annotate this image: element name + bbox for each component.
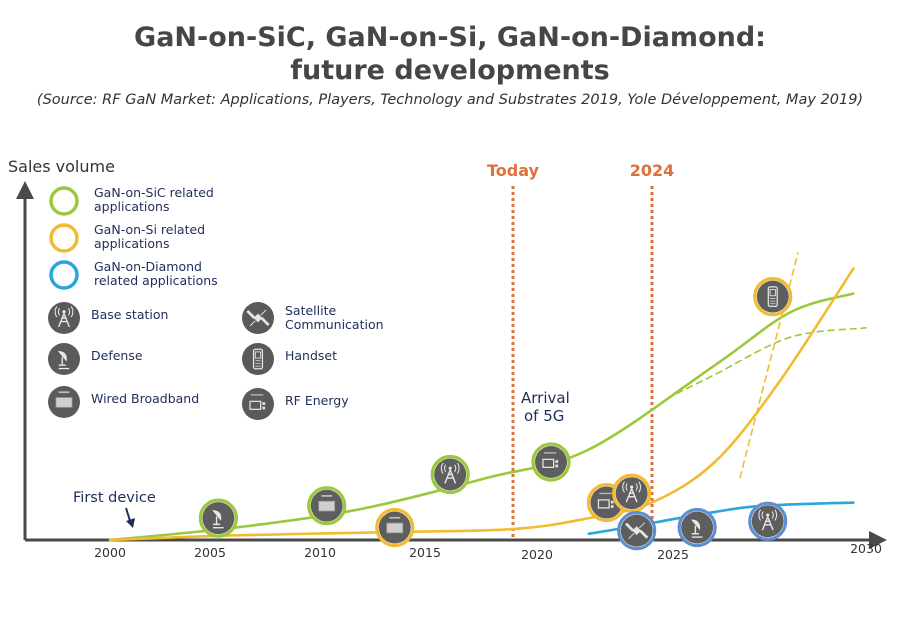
series-line-sic-dashed [676,327,867,395]
point-diamond-satellite [617,511,657,551]
first-device-label: First device [73,490,156,506]
arrival-5g-line1: Arrival [521,389,570,407]
wired-broadband-icon [48,386,80,418]
application-points [198,277,793,551]
x-tick-label: 2025 [657,547,689,562]
x-tick-label: 2030 [850,541,882,556]
series-legend: GaN-on-SiC relatedapplicationsGaN-on-Si … [49,185,218,290]
x-tick-label: 2005 [194,545,226,560]
first-device-arrow-head [126,518,135,528]
rf-energy-icon [242,388,274,420]
page-title-line1: GaN-on-SiC, GaN-on-Si, GaN-on-Diamond: [134,22,766,53]
x-tick-label: 2000 [94,545,126,560]
application-legend-label: Satellite [285,303,337,318]
application-legend-label: Handset [285,348,337,363]
application-legend-label: RF Energy [285,393,349,408]
point-diamond-defense [677,507,717,548]
legend-swatch-diamond [49,260,79,290]
legend-label: applications [94,199,169,214]
point-sic-wired-broadband [307,486,347,526]
x-tick-labels: 2000 2005 2010 2015 2020 2025 2030 [94,541,882,562]
point-si-wired-broadband [375,507,415,548]
legend-label: GaN-on-SiC related [94,185,214,200]
application-legend-label: Communication [285,317,384,332]
series-line-si [108,267,855,542]
x-tick-label: 2020 [521,547,553,562]
y-axis-label: Sales volume [8,157,115,176]
point-sic-base-station [430,454,470,495]
source-caption: (Source: RF GaN Market: Applications, Pl… [36,92,864,108]
x-tick-label: 2015 [409,545,441,560]
defense-icon [48,343,80,375]
page-title-line2: future developments [290,55,610,86]
x-tick-label: 2010 [304,545,336,560]
year-2024-marker-label: 2024 [630,161,675,180]
point-si-handset [753,277,793,317]
legend-swatch-si [49,223,79,253]
arrival-5g-line2: of 5G [524,407,564,425]
application-legend-label: Defense [91,348,143,363]
series-line-diamond [587,501,855,536]
series-line-sic [108,292,855,542]
legend-label: GaN-on-Si related [94,222,205,237]
legend-label: applications [94,236,169,251]
legend-label: related applications [94,273,218,288]
point-diamond-base-station [748,501,788,541]
series-curves [108,252,867,542]
application-legend-label: Base station [91,307,168,322]
handset-icon [242,343,274,375]
series-line-si-dashed [739,252,799,479]
point-sic-defense [198,498,238,538]
point-sic-rf-energy [531,442,571,482]
application-legend-label: Wired Broadband [91,391,199,406]
today-marker-label: Today [487,161,540,180]
legend-swatch-sic [49,186,79,216]
legend-label: GaN-on-Diamond [94,259,202,274]
base-station-icon [48,302,80,334]
point-si-base-station [612,473,652,513]
time-markers: Today 2024 [487,161,674,540]
satellite-icon [242,302,274,334]
